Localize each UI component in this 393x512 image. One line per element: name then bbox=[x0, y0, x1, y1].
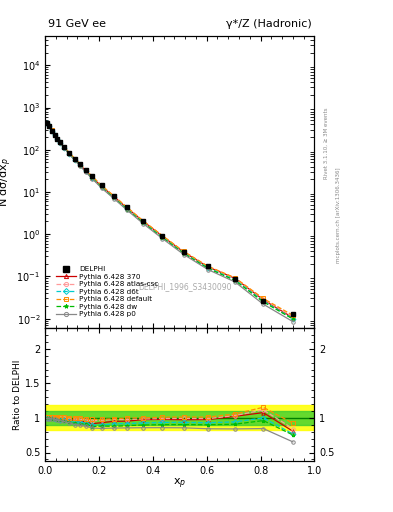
Text: Rivet 3.1.10, ≥ 3M events: Rivet 3.1.10, ≥ 3M events bbox=[324, 108, 329, 179]
Bar bbox=[45, 406, 314, 431]
Legend: DELPHI, Pythia 6.428 370, Pythia 6.428 atlas-csc, Pythia 6.428 d6t, Pythia 6.428: DELPHI, Pythia 6.428 370, Pythia 6.428 a… bbox=[54, 265, 160, 318]
Text: 91 GeV ee: 91 GeV ee bbox=[48, 18, 106, 29]
Y-axis label: N dσ/dx$_p$: N dσ/dx$_p$ bbox=[0, 157, 14, 207]
Y-axis label: Ratio to DELPHI: Ratio to DELPHI bbox=[13, 359, 22, 430]
Text: DELPHI_1996_S3430090: DELPHI_1996_S3430090 bbox=[138, 283, 232, 292]
Text: γ*/Z (Hadronic): γ*/Z (Hadronic) bbox=[226, 18, 312, 29]
Bar bbox=[45, 411, 314, 425]
Text: mcplots.cern.ch [arXiv:1306.3436]: mcplots.cern.ch [arXiv:1306.3436] bbox=[336, 167, 341, 263]
X-axis label: x$_p$: x$_p$ bbox=[173, 477, 186, 492]
